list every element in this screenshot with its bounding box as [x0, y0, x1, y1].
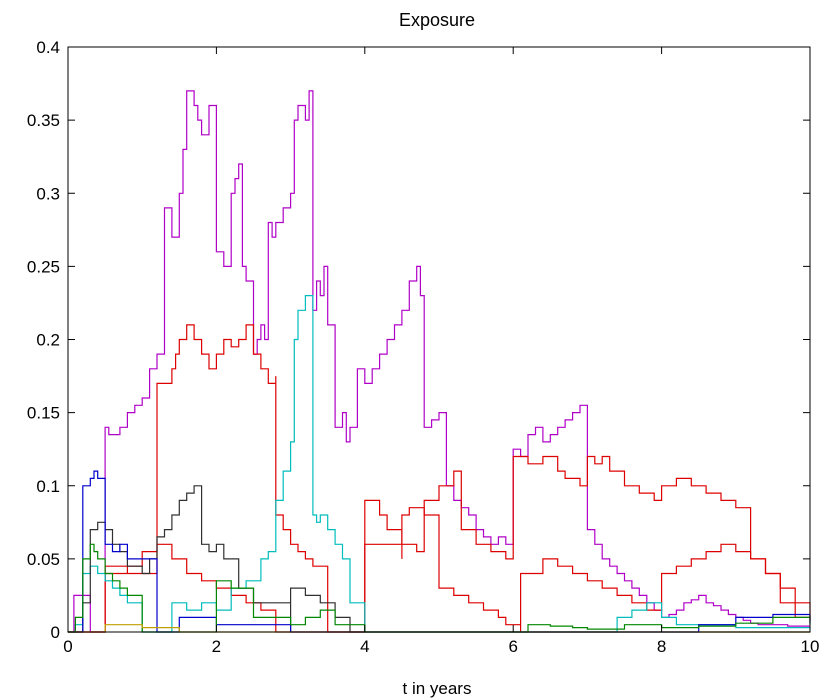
- series-line-3: [68, 507, 811, 633]
- y-tick-label: 0.25: [27, 257, 60, 276]
- series-line-2: [68, 324, 811, 633]
- y-tick-label: 0.15: [27, 404, 60, 423]
- series-line-7: [68, 543, 811, 633]
- y-tick-label: 0.05: [27, 550, 60, 569]
- y-tick-label: 0.4: [36, 38, 60, 57]
- x-tick-label: 6: [508, 637, 517, 656]
- y-tick-label: 0.1: [36, 477, 60, 496]
- x-tick-label: 2: [212, 637, 221, 656]
- x-axis-label: t in years: [403, 679, 472, 698]
- y-tick-label: 0.2: [36, 331, 60, 350]
- y-tick-label: 0.35: [27, 111, 60, 130]
- y-tick-label: 0: [51, 623, 60, 642]
- chart-title: Exposure: [399, 10, 475, 30]
- series-line-5: [68, 485, 810, 633]
- plot-frame: [67, 46, 811, 633]
- x-tick-label: 10: [801, 637, 820, 656]
- x-tick-label: 0: [63, 637, 72, 656]
- x-tick-label: 8: [657, 637, 666, 656]
- series-line-1: [68, 90, 810, 633]
- axis-ticks: 0 2 4 6 8 10 0 0.05 0.1 0.15 0.2 0.25 0.3 0.35 0.4: [27, 38, 820, 656]
- plot-area: [68, 90, 811, 633]
- y-tick-label: 0.3: [36, 184, 60, 203]
- x-tick-label: 4: [360, 637, 369, 656]
